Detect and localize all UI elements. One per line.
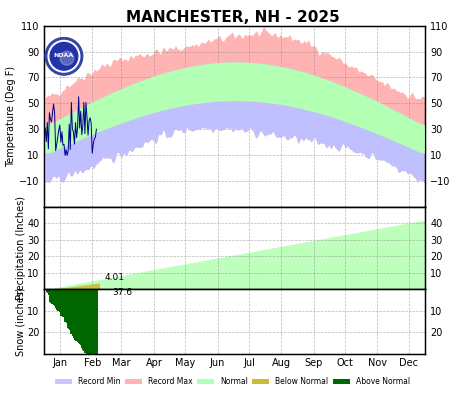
- Y-axis label: Precipitation (Inches): Precipitation (Inches): [15, 196, 26, 300]
- Circle shape: [45, 38, 83, 75]
- Legend: Record Min, Record Max, Normal, Below Normal, Above Normal: Record Min, Record Max, Normal, Below No…: [52, 374, 413, 389]
- Circle shape: [50, 42, 78, 70]
- Circle shape: [48, 40, 80, 72]
- Text: NOAA: NOAA: [54, 53, 74, 58]
- Text: 37.6: 37.6: [112, 288, 132, 297]
- Y-axis label: Temperature (Deg F): Temperature (Deg F): [6, 66, 16, 167]
- Text: 4.01: 4.01: [105, 273, 125, 282]
- Text: MANCHESTER, NH - 2025: MANCHESTER, NH - 2025: [126, 10, 339, 25]
- Y-axis label: Snow (inches): Snow (inches): [15, 287, 26, 356]
- Circle shape: [60, 51, 74, 65]
